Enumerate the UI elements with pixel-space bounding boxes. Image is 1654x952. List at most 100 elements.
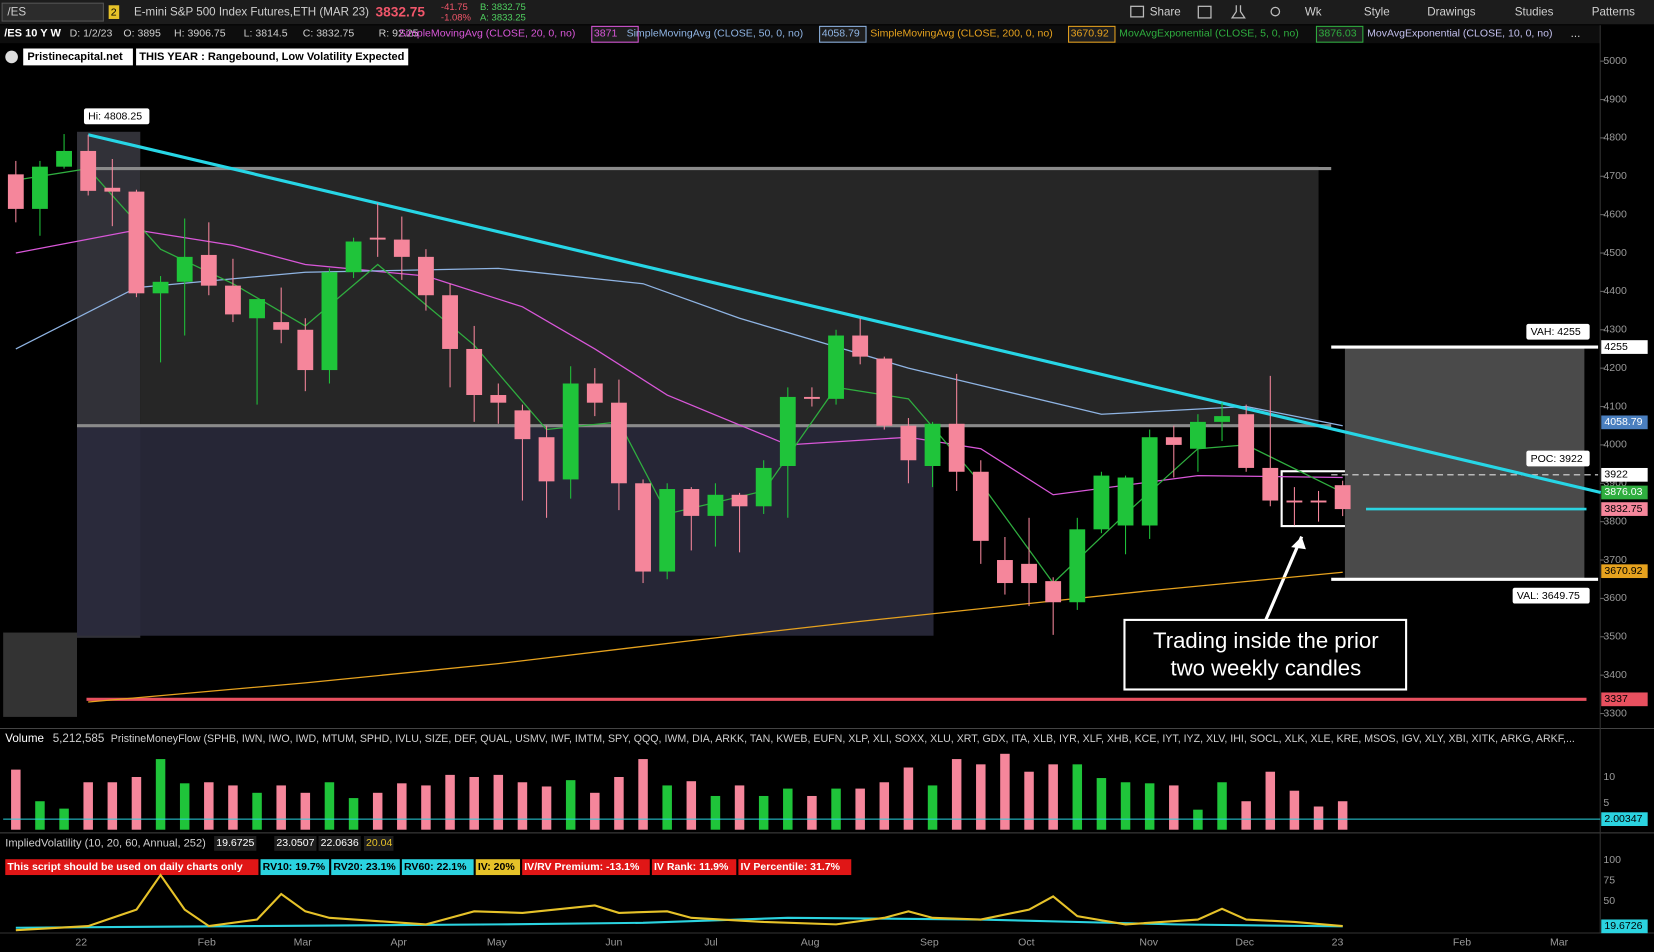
candle-body xyxy=(466,348,483,396)
flask-icon[interactable] xyxy=(1230,5,1246,19)
ask: A: 3833.25 xyxy=(480,12,526,23)
price-tag xyxy=(1601,340,1648,354)
candle-body xyxy=(1117,477,1134,526)
y-tick-label: 4700 xyxy=(1603,170,1627,182)
moving-average xyxy=(88,571,1343,703)
iv-tag-label: 19.6726 xyxy=(1604,920,1642,932)
candle-body xyxy=(7,174,24,209)
iv-chip-label: This script should be used on daily char… xyxy=(7,861,242,873)
grid-icon[interactable] xyxy=(1197,5,1212,19)
study-more: ... xyxy=(1571,27,1581,40)
patterns-button[interactable]: Patterns xyxy=(1592,6,1635,19)
volume-bar xyxy=(35,801,45,830)
volume-bar xyxy=(927,785,938,830)
candle-body xyxy=(1334,485,1351,510)
volume-bar xyxy=(204,782,214,830)
symbol-box[interactable] xyxy=(1,2,104,22)
va-label: VAH: 4255 xyxy=(1531,326,1581,338)
candle-body xyxy=(104,187,121,192)
candle-body xyxy=(1045,581,1062,603)
ohlc-field: C: 3832.75 xyxy=(303,28,355,40)
iv-chip xyxy=(522,859,650,876)
toolbar xyxy=(0,0,1654,25)
annotation-box xyxy=(1123,618,1408,691)
candle-body xyxy=(1093,475,1110,530)
studies-button[interactable]: Studies xyxy=(1515,6,1554,19)
study-name: MovAvgExponential (CLOSE, 10, 0, no) xyxy=(1367,28,1552,40)
candle-body xyxy=(1165,437,1182,445)
description: E-mini S&P 500 Index Futures,ETH (MAR 23… xyxy=(134,6,369,19)
volume-bar xyxy=(276,785,286,830)
outlook-label: THIS YEAR : Rangebound, Low Volatility E… xyxy=(139,51,404,63)
moneyflow-tag-label: 2.00347 xyxy=(1604,813,1642,825)
x-tick-label: Mar xyxy=(294,936,313,948)
gear-icon[interactable] xyxy=(1270,6,1281,17)
aggregation-button[interactable]: Wk xyxy=(1305,6,1322,19)
y-tick-label: 5000 xyxy=(1603,55,1627,67)
candle-body xyxy=(418,256,434,296)
candle-body xyxy=(369,237,386,240)
candle-body xyxy=(490,395,507,403)
iv-readout: 23.0507 xyxy=(276,837,314,849)
iv-chip-label: IV Rank: 11.9% xyxy=(654,861,729,873)
volume-bar xyxy=(662,785,672,830)
va-label: VAL: 3649.75 xyxy=(1517,590,1580,602)
iv-chip xyxy=(651,859,737,876)
volume-bar xyxy=(1024,771,1034,830)
volume-total: 5,212,585 xyxy=(53,732,105,745)
candle-body xyxy=(442,295,458,349)
candle-body xyxy=(538,437,555,482)
volume-bar xyxy=(107,782,118,830)
candle-body xyxy=(393,239,410,257)
volume-bar xyxy=(445,774,455,830)
candle-body xyxy=(1286,500,1303,503)
moving-average xyxy=(15,229,1343,496)
volume-bar xyxy=(565,780,576,830)
ohlc-field: L: 3814.5 xyxy=(244,28,288,40)
volume-bar xyxy=(855,788,865,830)
price-tag xyxy=(1601,467,1648,482)
iv-chip-label: RV20: 23.1% xyxy=(333,861,396,873)
y-tick-label: 4000 xyxy=(1603,439,1627,451)
volume-bar xyxy=(903,767,914,830)
study-value: 3670.92 xyxy=(1071,28,1109,40)
moving-average xyxy=(15,267,1343,427)
moneyflow-label: PristineMoneyFlow (SPHB, IWN, IWO, IWD, … xyxy=(111,733,1575,745)
volume-bar xyxy=(1000,753,1010,830)
trendline xyxy=(87,133,1602,495)
study-value: 4058.79 xyxy=(822,28,860,40)
style-button[interactable]: Style xyxy=(1364,6,1390,19)
volume-bar xyxy=(131,776,142,830)
y-tick-label: 3800 xyxy=(1603,515,1627,527)
ohlc-field: R: 92.25 xyxy=(379,28,419,40)
candle-body xyxy=(635,483,651,572)
price-tag xyxy=(1601,564,1648,579)
volume-bar xyxy=(1241,801,1251,830)
iv-chip-label: IV/RV Premium: -13.1% xyxy=(524,861,640,873)
chart-title: /ES 10 Y W xyxy=(4,28,61,40)
x-tick-label: 22 xyxy=(75,936,87,948)
study-name: SimpleMovingAvg (CLOSE, 20, 0, no) xyxy=(399,28,576,40)
volume-bar xyxy=(1120,782,1131,830)
profile-shade xyxy=(3,632,78,717)
drawings-button[interactable]: Drawings xyxy=(1427,6,1476,19)
volume-bar xyxy=(879,782,890,830)
va-label-box xyxy=(1526,323,1590,340)
candle-body xyxy=(514,410,531,440)
iv-readout: 20.04 xyxy=(366,837,393,849)
candle-body xyxy=(997,560,1013,584)
candle-body xyxy=(56,150,72,167)
iv-chip xyxy=(260,859,330,876)
iv-chip xyxy=(331,859,400,876)
change-pct: -1.08% xyxy=(441,12,472,23)
y-tick-label: 4300 xyxy=(1603,324,1627,336)
volume-bar xyxy=(1193,809,1203,830)
share-button[interactable]: Share xyxy=(1150,6,1181,19)
price-tag-label: 4058.79 xyxy=(1604,416,1642,428)
study-value-box xyxy=(591,25,639,43)
link-badge[interactable] xyxy=(108,5,120,19)
ohlc-field: D: 1/2/23 xyxy=(70,28,113,40)
header-row xyxy=(0,25,1601,44)
volume-bar xyxy=(541,786,552,830)
